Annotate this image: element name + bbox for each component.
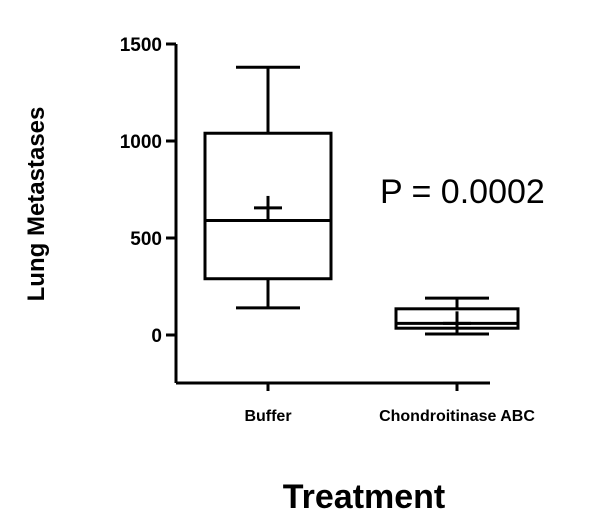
x-axis-title: Treatment <box>283 478 446 516</box>
y-tick-label-3: 1500 <box>120 35 162 56</box>
y-tick-label-2: 1000 <box>120 132 162 153</box>
y-tick-label-1: 500 <box>130 229 162 250</box>
p-value-annotation: P = 0.0002 <box>380 173 545 211</box>
x-tick-label-1: Chondroitinase ABC <box>379 408 535 425</box>
y-axis-title: Lung Metastases <box>23 107 50 302</box>
y-tick-label-0: 0 <box>151 326 162 347</box>
plot-area: 0 500 1000 1500 Buffer Chondroitinase ABC <box>120 35 536 425</box>
x-tick-label-0: Buffer <box>244 408 291 425</box>
